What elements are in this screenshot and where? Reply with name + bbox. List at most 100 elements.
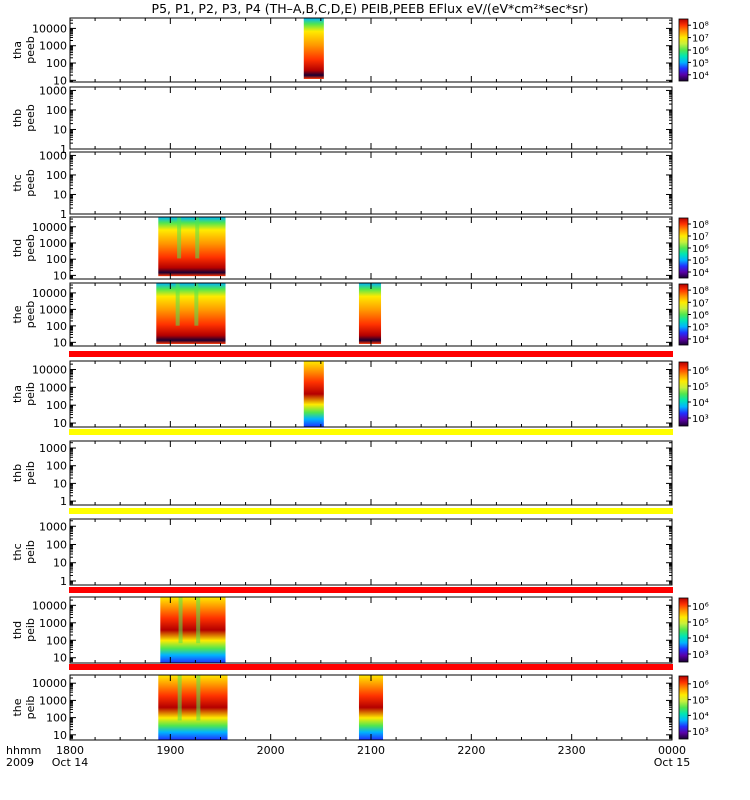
y-tick-label: 10 bbox=[53, 557, 67, 570]
panel-probe-label: thb bbox=[11, 109, 24, 127]
y-tick-label: 1 bbox=[60, 495, 67, 508]
spectrum-block bbox=[358, 283, 382, 344]
y-tick-label: 1000 bbox=[39, 149, 67, 162]
panel-thd-peib: 10 100 1000 10000 thd peib 10³ 10⁴ 10⁵ 10⁶ bbox=[11, 596, 709, 665]
spectrum-gap bbox=[194, 283, 199, 326]
y-tick-label: 10 bbox=[53, 74, 67, 87]
panel-probe-label: thd bbox=[11, 239, 24, 257]
y-tick-label: 1 bbox=[60, 208, 67, 221]
panel-thc-peib: 1 10 100 1000 thc peib bbox=[11, 518, 673, 588]
y-tick-label: 10000 bbox=[32, 221, 67, 234]
panel-product-label: peeb bbox=[24, 169, 37, 197]
panel-probe-label: tha bbox=[11, 41, 24, 59]
panel-probe-label: thd bbox=[11, 621, 24, 639]
panel-product-label: peib bbox=[24, 618, 37, 642]
panel-product-label: peib bbox=[24, 461, 37, 485]
colorbar-tick-label: 10⁸ bbox=[692, 220, 709, 231]
y-tick-label: 1000 bbox=[39, 40, 67, 53]
time-tick-label: 2300 bbox=[558, 744, 586, 757]
colorbar-tick-label: 10⁷ bbox=[692, 298, 709, 309]
colorbar-tick-label: 10⁴ bbox=[692, 71, 709, 82]
year-row-label: 2009 bbox=[6, 756, 34, 769]
y-tick-label: 10 bbox=[53, 269, 67, 282]
spectrum-block bbox=[158, 217, 226, 277]
spectrum-block bbox=[358, 675, 384, 740]
colorbar-tick-label: 10⁸ bbox=[692, 286, 709, 297]
colorbar-tick-label: 10⁵ bbox=[692, 256, 709, 267]
colorbar-tick-label: 10⁵ bbox=[692, 58, 709, 69]
colorbar-tick-label: 10⁵ bbox=[692, 323, 709, 334]
y-tick-label: 1000 bbox=[39, 303, 67, 316]
panel-product-label: peib bbox=[24, 382, 37, 406]
y-tick-label: 10 bbox=[53, 336, 67, 349]
spectrum-block bbox=[160, 597, 226, 663]
spectrum-block bbox=[303, 18, 324, 79]
spectrum-block bbox=[158, 675, 228, 740]
time-tick-label: 2000 bbox=[257, 744, 285, 757]
mode-bar-the-peeb bbox=[69, 351, 673, 357]
time-tick-label: 1900 bbox=[156, 744, 184, 757]
colorbar-tick-label: 10⁶ bbox=[692, 602, 709, 613]
mode-bar-thb-peib bbox=[69, 508, 673, 514]
spectrum-gap bbox=[177, 675, 182, 721]
colorbar-tick-label: 10⁶ bbox=[692, 46, 709, 57]
spectrum-gap bbox=[175, 283, 180, 326]
panel-frame bbox=[69, 440, 673, 506]
colorbar bbox=[678, 675, 689, 740]
colorbar-tick-label: 10⁶ bbox=[692, 311, 709, 322]
colorbar-tick-label: 10⁴ bbox=[692, 711, 709, 722]
date-tick-label: Oct 14 bbox=[52, 756, 89, 769]
panel-product-label: peeb bbox=[24, 36, 37, 64]
time-tick-label: 2100 bbox=[357, 744, 385, 757]
panel-the-peib: 10 100 1000 10000 the peib 10³ 10⁴ 10⁵ 10⁶ bbox=[11, 674, 709, 742]
spectrum-gap bbox=[196, 597, 201, 644]
spectrum-gap bbox=[196, 675, 201, 721]
y-tick-label: 10000 bbox=[32, 287, 67, 300]
colorbar-tick-label: 10³ bbox=[692, 414, 709, 425]
panel-thb-peib: 1 10 100 1000 thb peib bbox=[11, 440, 673, 508]
panel-frame bbox=[69, 86, 673, 150]
panel-product-label: peib bbox=[24, 540, 37, 564]
y-tick-label: 10000 bbox=[32, 599, 67, 612]
panel-probe-label: tha bbox=[11, 385, 24, 403]
y-tick-label: 1000 bbox=[39, 237, 67, 250]
y-tick-label: 1 bbox=[60, 143, 67, 156]
panel-product-label: peeb bbox=[24, 301, 37, 329]
mode-bar-thc-peib bbox=[69, 587, 673, 593]
time-tick-label: 1800 bbox=[56, 744, 84, 757]
y-tick-label: 10 bbox=[53, 477, 67, 490]
colorbar-tick-label: 10⁵ bbox=[692, 618, 709, 629]
y-tick-label: 100 bbox=[46, 320, 67, 333]
y-tick-label: 1000 bbox=[39, 381, 67, 394]
figure-title: P5, P1, P2, P3, P4 (TH–A,B,C,D,E) PEIB,P… bbox=[152, 1, 589, 16]
y-tick-label: 100 bbox=[46, 712, 67, 725]
y-tick-label: 100 bbox=[46, 169, 67, 182]
colorbar-tick-label: 10⁶ bbox=[692, 366, 709, 377]
colorbar-tick-label: 10⁷ bbox=[692, 34, 709, 45]
y-tick-label: 100 bbox=[46, 634, 67, 647]
colorbar-tick-label: 10⁵ bbox=[692, 382, 709, 393]
panel-probe-label: thc bbox=[11, 543, 24, 560]
time-tick-label: 0000 bbox=[658, 744, 686, 757]
spectrum-gap bbox=[178, 597, 183, 644]
y-tick-label: 100 bbox=[46, 538, 67, 551]
panel-probe-label: the bbox=[11, 698, 24, 716]
panel-thc-peeb: 1 10 100 1000 thc peeb bbox=[11, 149, 673, 221]
panel-frame bbox=[69, 518, 673, 586]
y-tick-label: 10 bbox=[53, 729, 67, 742]
colorbar-tick-label: 10⁶ bbox=[692, 244, 709, 255]
y-tick-label: 10 bbox=[53, 123, 67, 136]
y-tick-label: 100 bbox=[46, 104, 67, 117]
time-tick-label: 2200 bbox=[457, 744, 485, 757]
colorbar-tick-label: 10⁴ bbox=[692, 634, 709, 645]
spectrum-block bbox=[156, 283, 226, 344]
spectrum-gap bbox=[195, 217, 200, 259]
panel-frame bbox=[69, 151, 673, 215]
colorbar bbox=[678, 217, 689, 279]
panel-product-label: peeb bbox=[24, 234, 37, 262]
spectrum-gap bbox=[177, 217, 182, 259]
